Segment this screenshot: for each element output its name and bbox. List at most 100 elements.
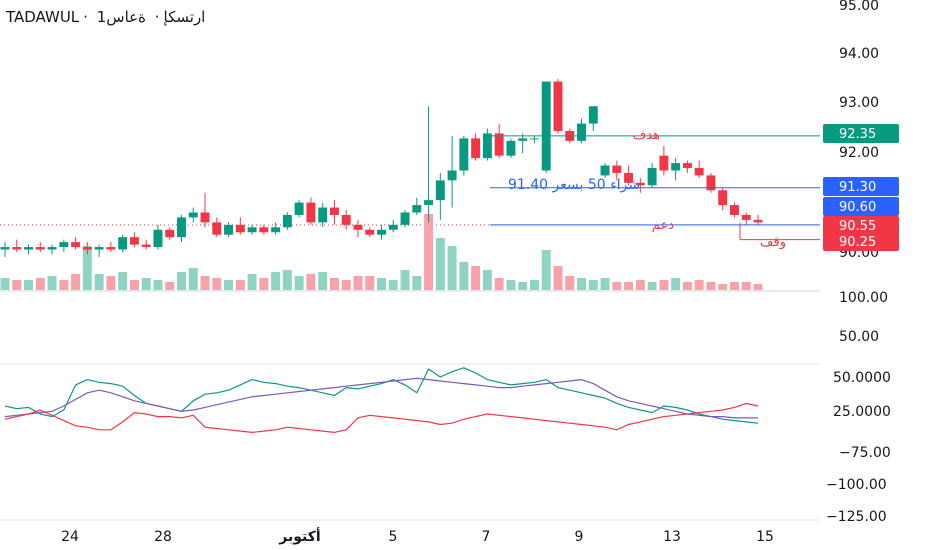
time-tick-label: أكتوبر: [278, 527, 320, 545]
candle-body: [118, 237, 128, 250]
price-tick-label: 92.00: [839, 145, 879, 161]
candle-body: [706, 175, 716, 191]
volume-bar: [177, 272, 186, 290]
symbol-header[interactable]: TADAWUL · ارتسكإ· ةعاس1: [6, 8, 209, 26]
stop-tag: [823, 232, 899, 251]
indicator-lines: [4, 367, 759, 434]
candle-body: [400, 212, 410, 225]
candle-body: [435, 180, 445, 201]
candle-body: [341, 214, 351, 225]
target-tag: [823, 124, 899, 143]
volume-bar: [447, 246, 457, 290]
volume-bar: [588, 280, 598, 290]
candle-body: [459, 138, 469, 171]
candle-body: [82, 247, 92, 250]
volume-bar: [553, 266, 563, 290]
candle-body: [624, 172, 634, 183]
volume-bar: [435, 238, 445, 290]
candle-body: [471, 138, 481, 159]
volume-bar: [82, 246, 92, 290]
candle-body: [235, 224, 245, 233]
indicator-series-line: [4, 402, 759, 434]
volume-bar: [247, 274, 257, 290]
buy-tag-label: 91.30: [839, 180, 876, 195]
candle-body: [482, 133, 492, 159]
candle-body: [35, 247, 45, 250]
volume-bar: [635, 280, 645, 290]
candle-body: [682, 163, 692, 169]
candle-body: [259, 227, 269, 233]
volume-bar: [388, 280, 398, 290]
time-tick-label: 9: [575, 529, 584, 545]
support-tag: [823, 216, 899, 234]
volume-bar: [35, 278, 45, 290]
candle-body: [106, 247, 116, 250]
volume-bar: [753, 284, 763, 290]
time-tick-label: 7: [482, 529, 491, 545]
level-lines: [490, 135, 820, 241]
volume-bar: [94, 274, 104, 290]
support-annotation: دعم: [652, 218, 674, 233]
volume-bar: [118, 272, 128, 290]
volume-bar: [494, 278, 504, 290]
volume-bar: [729, 282, 739, 290]
candle-body: [306, 202, 316, 223]
indicator-tick-label: −75.00: [839, 445, 891, 461]
candle-body: [518, 138, 528, 141]
candle-body: [412, 205, 422, 213]
time-tick-label: 5: [389, 529, 398, 545]
candle-body: [647, 168, 657, 186]
candle-body: [671, 163, 681, 171]
volume-bar: [600, 278, 610, 290]
candle-body: [529, 138, 539, 140]
volume-bar: [271, 272, 281, 290]
symbol-name: ارتسكإ: [163, 8, 206, 26]
volume-bar: [153, 280, 163, 290]
candle-body: [718, 190, 728, 206]
volume-bar: [412, 276, 422, 290]
last-tag: [823, 197, 899, 216]
candle-body: [600, 165, 610, 176]
volume-bar: [224, 280, 234, 290]
indicator-tick-label: −125.00: [826, 509, 887, 525]
volume-bar: [306, 274, 316, 290]
candle-body: [753, 219, 763, 223]
header-separator: ·: [154, 8, 160, 26]
symbol-interval: ةعاس1: [96, 8, 146, 26]
volume-bar: [682, 282, 692, 290]
candle-body: [577, 123, 586, 141]
volume-bars: [0, 214, 763, 290]
volume-bar: [318, 272, 328, 290]
candle-body: [247, 227, 257, 233]
stop-annotation: وقف: [760, 235, 786, 250]
volume-bar: [212, 278, 222, 290]
candle-body: [271, 227, 281, 233]
volume-bar: [459, 262, 469, 290]
candle-body: [424, 200, 434, 206]
candle-body: [129, 237, 139, 245]
candle-body: [365, 229, 375, 235]
volume-bar: [718, 284, 728, 290]
stop-tag-label: 90.25: [839, 235, 876, 250]
volume-bar: [647, 282, 657, 290]
candle-body: [447, 170, 457, 181]
volume-bar: [259, 278, 269, 290]
time-tick-label: 28: [154, 529, 172, 545]
volume-bar: [612, 282, 622, 290]
volume-bar: [659, 280, 669, 290]
volume-bar: [353, 276, 363, 290]
candle-body: [177, 217, 186, 238]
volume-tick-label: 100.00: [839, 290, 888, 306]
volume-bar: [12, 280, 22, 290]
volume-axis: 100.00 50.00: [839, 290, 888, 345]
volume-bar: [106, 276, 116, 290]
candle-body: [388, 224, 398, 230]
volume-bar: [341, 280, 351, 290]
candle-body: [165, 229, 175, 238]
indicator-tick-label: 25.0000: [833, 404, 891, 420]
candle-body: [24, 247, 34, 250]
price-tick-label: 95.00: [839, 0, 879, 14]
volume-bar: [188, 268, 198, 290]
candle-body: [59, 242, 69, 248]
